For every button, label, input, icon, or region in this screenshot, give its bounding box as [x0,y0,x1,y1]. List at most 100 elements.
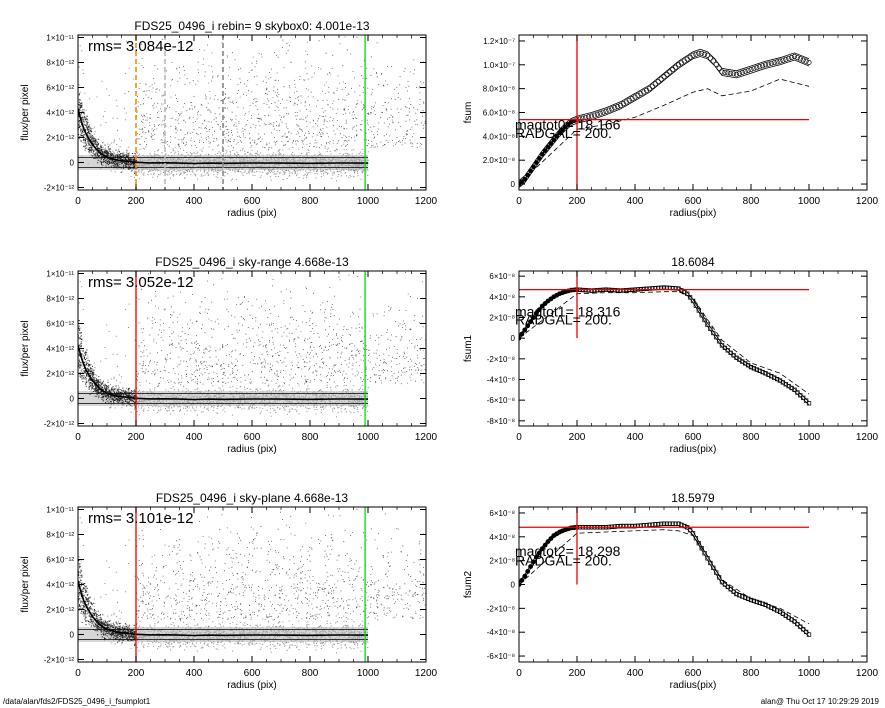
x-tick-label: 1200 [415,432,438,443]
y-tick-label: -8×10⁻⁸ [487,417,515,426]
curve-point [751,598,757,604]
curve-point [673,64,679,70]
y-tick-label: 2.0×10⁻⁸ [483,156,515,165]
curve-point [711,565,716,570]
chart-panel-1: 0 200 400 600 800 1000 1200 radius (pix) -2×10⁻¹… [20,19,438,219]
curve-point [763,371,768,376]
curve-point [795,621,800,627]
x-tick-label: 400 [627,196,644,207]
curve-point [525,323,531,329]
curve-point [632,94,638,100]
x-tick-label: 1000 [357,196,380,207]
curve-point [757,64,763,70]
curve-point [754,599,759,605]
curve-point [707,55,713,61]
curve-point [731,589,736,594]
curve-point [699,313,704,318]
curve-point [644,87,650,93]
curve-point [702,51,708,57]
curve-point [580,115,586,121]
x-tick-label: 200 [128,432,145,443]
y-tick-label: 0 [511,581,516,590]
curve-point [617,102,624,108]
curve-point [699,50,705,56]
curve-point [641,89,647,95]
curve-point [536,307,542,313]
curve-point [531,559,536,565]
radgal-label: RADGAL= 200. [515,553,612,569]
curve-point [661,521,667,526]
x-axis-label: radius (pix) [227,208,276,219]
rms-label: rms= 3.052e-12 [88,274,193,291]
curve-point [554,133,560,139]
y-tick-label: 1×10⁻¹¹ [46,34,74,43]
chart-title: 18.6084 [671,255,715,269]
curve-point [704,52,711,58]
curve-point [702,551,707,556]
plot-area [519,35,812,190]
curve-point [798,624,803,629]
chart-title: FDS25_0496_i rebin= 9 skybox0: 4.001e-13 [134,19,369,33]
curve-point [623,99,629,105]
x-tick-label: 1000 [798,668,821,679]
curve-point [731,353,736,358]
curve-point [615,103,621,110]
y-axis-label: flux/per pixel [20,84,31,140]
x-tick-label: 200 [128,668,145,679]
y-tick-label: 8×10⁻¹² [46,59,74,68]
curve-point [522,176,528,182]
y-axis: -2×10⁻¹² 0 2×10⁻¹² 4×10⁻¹² 6×10⁻¹² 8×10⁻¹² 1×1… [44,270,426,429]
plot-frame [518,34,868,191]
y-tick-label: -2×10⁻⁸ [487,355,515,364]
curve-point [766,604,771,609]
curve-point [708,326,713,332]
curve-point [548,536,554,541]
curve-point [760,601,765,606]
x-tick-label: 1000 [798,432,821,443]
curve-point [539,546,545,552]
y-tick-label: 1×10⁻¹¹ [46,270,74,279]
x-axis-label: radius (pix) [227,444,276,455]
rms-label: rms= 3.084e-12 [88,38,193,55]
curve-point [615,288,620,293]
curve-point [685,291,690,296]
curve-point [728,350,733,355]
curve-point [716,65,722,71]
curve-point [800,57,806,63]
rms-label: rms= 3.101e-12 [88,510,193,527]
curve-point [803,398,809,403]
curve-point [714,570,719,575]
curve-point [792,619,797,624]
x-tick-label: 0 [516,196,522,207]
curve-point [560,127,565,133]
curve-point [719,579,725,585]
curve-point [731,71,737,77]
curve-point [664,521,670,526]
x-tick-label: 1000 [798,196,821,207]
curve-point [635,92,641,98]
y-tick-label: -2×10⁻¹² [44,420,75,429]
curve-point [577,116,583,122]
curve-point [792,387,797,392]
y-axis-label: fsum1 [463,334,474,362]
curve-point [592,288,597,293]
curve-point [705,556,710,561]
curve-point [797,56,803,62]
x-axis-label: radius(pix) [670,444,717,455]
curve-point [687,528,693,533]
y-tick-label: 0 [70,159,75,168]
magtot-label: magtot2= 18.298 [515,543,621,559]
error-band-lower [519,56,810,188]
curve-point [620,101,626,107]
x-tick-label: 0 [75,432,81,443]
y-tick-label: 4×10⁻¹² [46,581,74,590]
curve-point [728,70,734,76]
y-tick-label: 8×10⁻¹² [46,295,74,304]
curve-point [667,69,673,75]
curve-point [591,112,597,118]
curve-point [644,286,649,291]
curve-point [606,107,612,113]
curve-point [626,97,632,103]
x-tick-label: 400 [186,196,203,207]
